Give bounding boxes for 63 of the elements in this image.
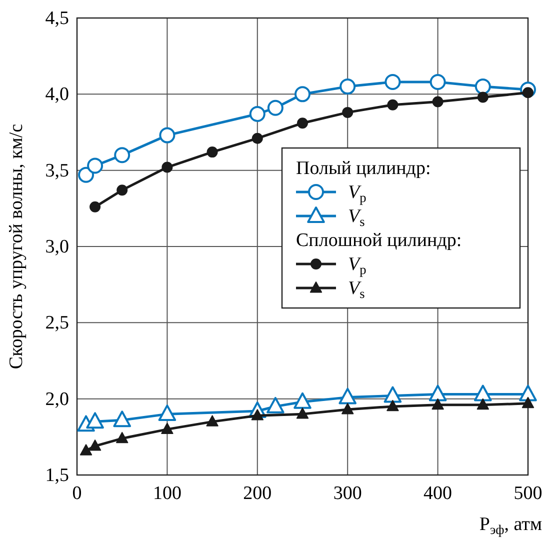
legend-label: V$_{s}$ xyxy=(348,206,365,229)
point xyxy=(386,400,399,412)
point xyxy=(338,388,357,404)
y-tick-label: 2,0 xyxy=(45,388,69,410)
point xyxy=(266,396,284,414)
y-axis-title: Скорость упругой волны, км/с xyxy=(6,124,27,370)
point xyxy=(161,422,174,434)
point xyxy=(522,396,534,408)
point xyxy=(294,86,310,102)
x-tick-label: 400 xyxy=(424,483,452,504)
x-axis-title: P$_{эф}$, атм xyxy=(479,514,542,537)
point xyxy=(90,201,101,212)
point xyxy=(432,398,444,410)
y-tick-label: 4,5 xyxy=(45,8,69,29)
point xyxy=(267,100,284,116)
annotation: Полый цилиндр: xyxy=(296,158,431,179)
annotation: Сплошной цилиндр: xyxy=(296,230,462,251)
point xyxy=(88,440,102,451)
point xyxy=(206,415,218,426)
legend-label: V$_{p}$ xyxy=(348,254,367,277)
y-tick-label: 1,5 xyxy=(45,465,69,486)
legend-label: V$_{s}$ xyxy=(348,278,365,301)
point xyxy=(387,99,398,110)
point xyxy=(519,384,537,402)
point xyxy=(249,106,266,122)
point xyxy=(159,127,176,144)
point xyxy=(296,408,309,419)
y-tick-label: 3,0 xyxy=(45,236,69,258)
point xyxy=(297,118,308,129)
point xyxy=(294,392,312,409)
x-tick-label: 0 xyxy=(72,483,82,504)
y-tick-label: 2,5 xyxy=(45,312,69,334)
point xyxy=(114,147,130,164)
point xyxy=(80,444,92,456)
point xyxy=(342,402,354,414)
point xyxy=(116,432,128,444)
point xyxy=(113,410,132,428)
point xyxy=(78,166,94,183)
point xyxy=(86,412,104,429)
point xyxy=(340,78,356,95)
point xyxy=(384,386,402,403)
point xyxy=(384,74,401,90)
x-tick-label: 500 xyxy=(514,483,542,504)
y-tick-label: 4,0 xyxy=(45,84,69,106)
point xyxy=(162,162,173,173)
point xyxy=(252,132,263,144)
point xyxy=(87,158,104,174)
x-tick-label: 200 xyxy=(243,483,272,504)
point xyxy=(432,96,444,108)
point xyxy=(116,184,128,196)
point xyxy=(430,74,446,90)
point xyxy=(342,106,354,118)
point xyxy=(474,78,491,95)
x-tick-label: 100 xyxy=(152,483,182,504)
point xyxy=(476,398,489,410)
y-tick-label: 3,5 xyxy=(45,160,69,182)
point xyxy=(206,146,218,158)
legend-label: V$_{p}$ xyxy=(348,182,367,205)
point xyxy=(474,384,492,402)
point xyxy=(158,404,176,422)
point xyxy=(428,384,447,402)
x-tick-label: 300 xyxy=(333,483,362,504)
point xyxy=(477,92,488,103)
